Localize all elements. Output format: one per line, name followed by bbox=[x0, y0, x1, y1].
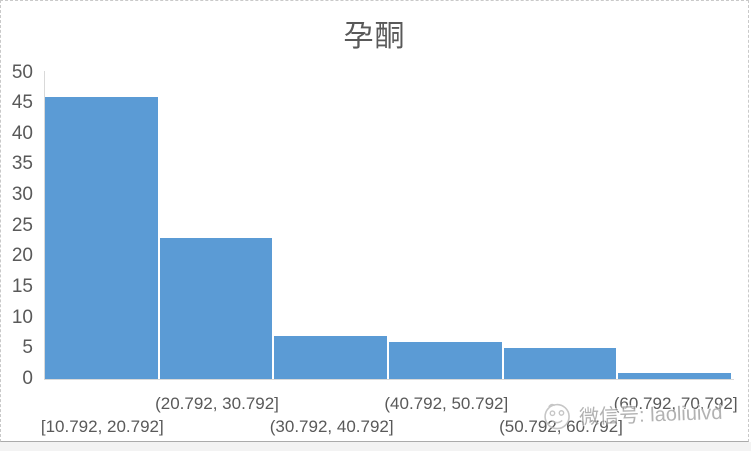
bar bbox=[503, 348, 617, 379]
y-axis-tick-label: 15 bbox=[11, 276, 33, 298]
y-axis-tick-label: 40 bbox=[11, 122, 33, 144]
y-axis-tick-label: 20 bbox=[11, 245, 33, 267]
y-axis-tick-label: 10 bbox=[11, 306, 33, 328]
x-axis-line bbox=[44, 379, 734, 380]
y-axis-tick-label: 50 bbox=[11, 61, 33, 83]
bar bbox=[389, 342, 502, 379]
y-axis-tick-label: 25 bbox=[11, 214, 33, 236]
y-axis-tick-label: 45 bbox=[11, 92, 33, 114]
y-axis-tick-label: 35 bbox=[11, 153, 33, 175]
bar bbox=[45, 97, 158, 379]
chart-title: 孕酮 bbox=[343, 20, 406, 53]
x-axis-category-label: (20.792, 30.792] bbox=[155, 394, 279, 413]
x-axis-category-label: (30.792, 40.792] bbox=[269, 417, 394, 436]
y-axis-line bbox=[44, 71, 45, 379]
bar bbox=[274, 336, 387, 379]
chart-area: 孕酮 0 5 10 15 20 25 30 35 40 45 50 [10.792, 20.792]… bbox=[0, 0, 749, 442]
y-axis-tick-label: 30 bbox=[11, 184, 33, 206]
page-background-strip bbox=[0, 442, 751, 451]
bar bbox=[618, 372, 731, 379]
x-axis-category-label: (60.792, 70.792] bbox=[613, 394, 738, 413]
y-axis-tick-label: 0 bbox=[22, 368, 33, 389]
x-axis-category-label: [10.792, 20.792] bbox=[40, 417, 164, 436]
bar bbox=[159, 238, 273, 379]
x-axis-category-label: (40.792, 50.792] bbox=[384, 394, 509, 413]
y-axis-tick-label: 5 bbox=[22, 337, 33, 359]
x-axis-category-label: (50.792, 60.792] bbox=[499, 417, 623, 436]
